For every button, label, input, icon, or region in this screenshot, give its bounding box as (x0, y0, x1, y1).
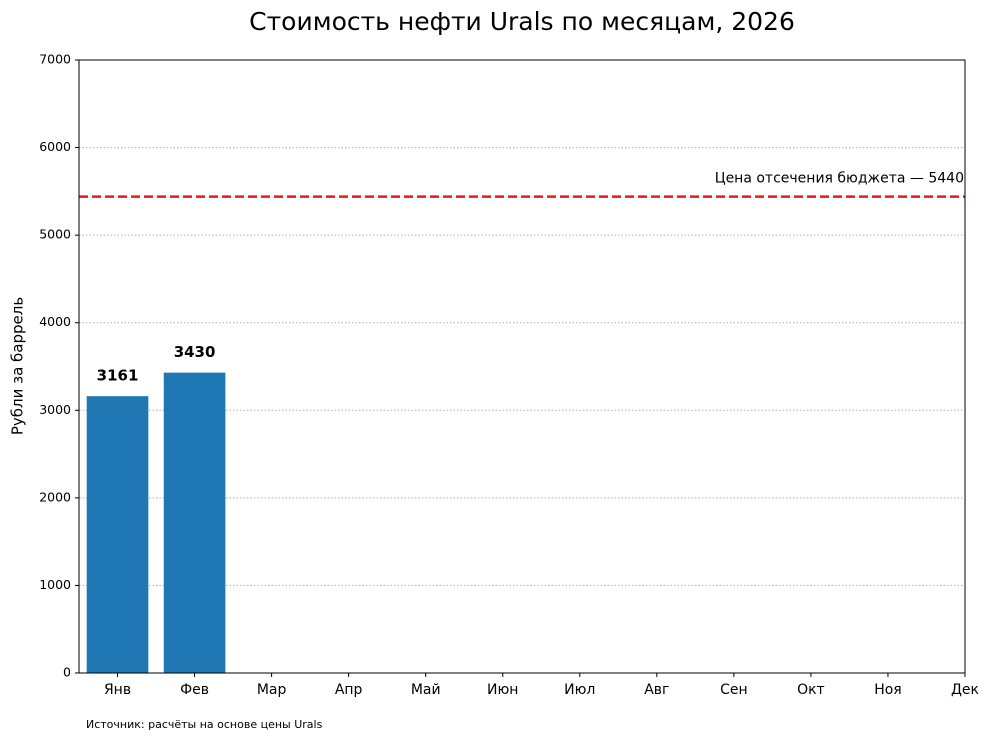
y-tick-label: 5000 (39, 227, 71, 242)
y-tick-label: 2000 (39, 489, 71, 504)
x-tick-label: Окт (797, 682, 825, 698)
x-tick-label: Авг (644, 682, 669, 698)
x-tick-label: Апр (335, 682, 363, 698)
data-label: 3430 (174, 343, 216, 361)
x-tick-label: Июн (487, 682, 518, 698)
y-tick-label: 0 (63, 665, 71, 680)
data-label: 3161 (97, 367, 139, 385)
y-tick-label: 4000 (39, 314, 71, 329)
x-tick-label: Июл (564, 682, 595, 698)
bar (163, 372, 226, 673)
bar (86, 396, 149, 673)
chart-title: Стоимость нефти Urals по месяцам, 2026 (249, 7, 795, 36)
x-tick-label: Сен (720, 682, 748, 698)
y-tick-label: 3000 (39, 402, 71, 417)
y-axis-label: Рубли за баррель (9, 297, 27, 435)
x-tick-label: Янв (104, 682, 131, 698)
plot-frame (78, 59, 966, 674)
source-note: Источник: расчёты на основе цены Urals (86, 718, 323, 731)
x-tick-label: Ноя (874, 682, 902, 698)
x-tick-label: Мар (257, 682, 287, 698)
x-tick-label: Дек (951, 682, 979, 698)
x-tick-label: Фев (180, 682, 209, 698)
y-tick-label: 1000 (39, 577, 71, 592)
reference-label: Цена отсечения бюджета — 5440 (715, 171, 964, 187)
y-tick-label: 7000 (39, 52, 71, 67)
y-tick-label: 6000 (39, 139, 71, 154)
x-tick-label: Май (411, 682, 441, 698)
